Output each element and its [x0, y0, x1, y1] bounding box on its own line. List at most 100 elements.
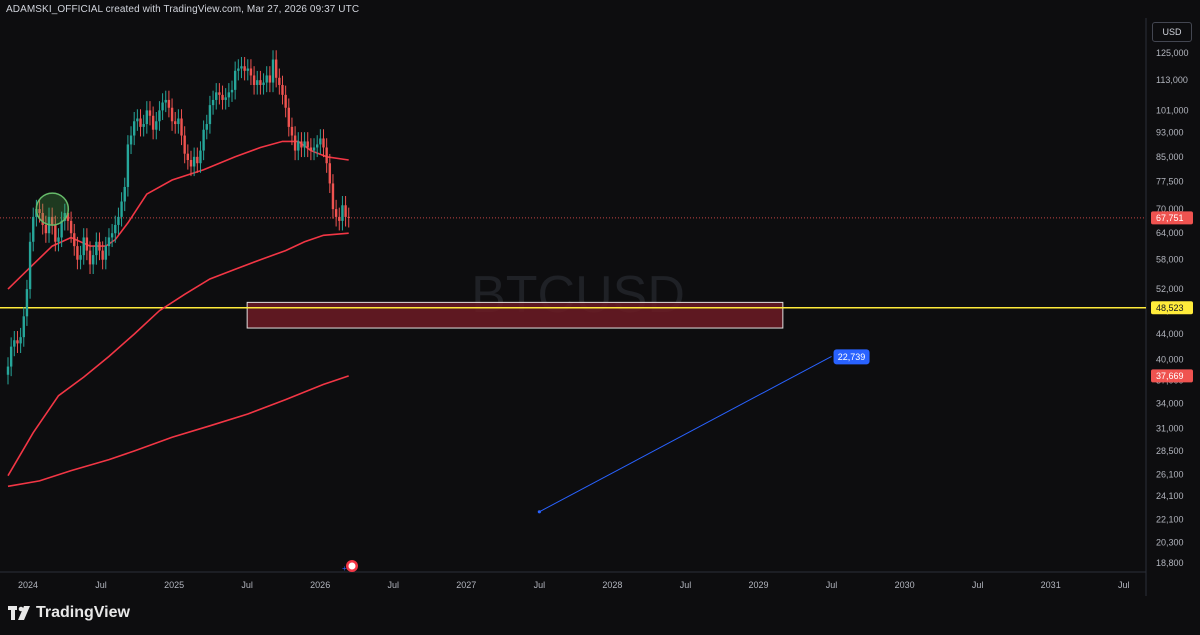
time-tick-label: 2030: [895, 580, 915, 590]
candle: [237, 68, 240, 71]
candle: [208, 105, 212, 125]
candle: [218, 92, 221, 95]
time-tick-label: 2031: [1041, 580, 1061, 590]
candle: [13, 340, 16, 347]
time-tick-label: 2026: [310, 580, 330, 590]
candle: [41, 212, 44, 225]
candle: [133, 121, 136, 136]
tradingview-logo[interactable]: TradingView: [8, 604, 130, 622]
demand-zone: [246, 301, 784, 329]
candle: [227, 92, 231, 98]
candle: [101, 250, 104, 260]
candle: [174, 121, 177, 125]
candle: [9, 346, 13, 367]
ma-long-price-badge-bg: [1151, 369, 1193, 383]
currency-selector[interactable]: USD: [1152, 22, 1192, 42]
ma-long-price-badge: 37,669: [1156, 371, 1184, 381]
time-tick-label: 2029: [748, 580, 768, 590]
candle: [73, 233, 76, 247]
projection-line: [539, 355, 832, 513]
candle: [91, 255, 95, 265]
candle: [110, 233, 114, 238]
price-tick-label: 125,000: [1156, 48, 1189, 58]
candle: [297, 141, 300, 151]
candle: [265, 75, 268, 83]
candle: [271, 59, 275, 83]
candle: [177, 118, 180, 125]
candle: [88, 250, 92, 265]
candle: [148, 110, 152, 116]
candle: [95, 241, 98, 256]
candle: [136, 118, 139, 122]
candle: [224, 97, 227, 100]
candle: [98, 241, 101, 251]
candle: [120, 201, 123, 217]
candle: [38, 209, 41, 213]
candle: [158, 110, 161, 122]
candle: [183, 135, 186, 154]
candle: [28, 241, 32, 290]
last-price-badge-bg: [1151, 211, 1193, 225]
price-tick-label: 40,000: [1156, 355, 1184, 365]
event-marker-inner: [348, 562, 356, 570]
candle: [300, 141, 303, 148]
candle: [151, 115, 155, 130]
candle: [281, 84, 284, 95]
candle: [221, 94, 224, 100]
time-tick-label: Jul: [826, 580, 838, 590]
candle: [306, 141, 309, 148]
price-tick-label: 113,000: [1156, 75, 1188, 85]
candle: [274, 59, 278, 78]
candle: [57, 237, 60, 242]
tradingview-logo-icon: [8, 606, 30, 620]
price-tick-label: 70,000: [1156, 204, 1184, 214]
time-tick-label: 2027: [456, 580, 476, 590]
time-tick-label: Jul: [241, 580, 253, 590]
price-tick-label: 20,300: [1156, 537, 1184, 547]
candle: [114, 224, 117, 234]
projection-label: 22,739: [838, 352, 866, 362]
moving-average-ma_long: [7, 375, 349, 488]
candle: [19, 337, 22, 344]
candle: [66, 212, 70, 221]
candle: [170, 107, 174, 122]
candle: [117, 216, 120, 225]
candle: [331, 183, 335, 210]
projection-start-point: [537, 510, 541, 514]
candle: [347, 216, 350, 218]
candle: [50, 216, 54, 225]
candle: [215, 92, 218, 100]
event-plus-icon: +: [342, 564, 347, 573]
time-tick-label: Jul: [1118, 580, 1130, 590]
last-price-badge: 67,751: [1156, 213, 1184, 223]
candle: [79, 255, 82, 260]
price-tick-label: 93,000: [1156, 128, 1184, 138]
candle: [243, 66, 246, 71]
candle: [230, 89, 234, 93]
candle: [293, 135, 297, 151]
candle: [303, 141, 306, 148]
time-tick-label: 2028: [602, 580, 622, 590]
candle: [186, 153, 190, 161]
price-chart[interactable]: BTCUSD22,739+18,80020,30022,10024,10026,…: [0, 0, 1200, 596]
candle: [319, 138, 322, 145]
candle: [22, 316, 25, 338]
candle: [256, 80, 259, 85]
price-tick-label: 64,000: [1156, 228, 1184, 238]
candle: [44, 224, 48, 234]
candle: [259, 80, 262, 85]
time-tick-label: Jul: [95, 580, 107, 590]
price-tick-label: 22,100: [1156, 514, 1184, 524]
candle: [129, 135, 133, 145]
support-price-badge-bg: [1151, 301, 1193, 315]
candle: [145, 110, 149, 125]
candle: [249, 68, 253, 76]
candle: [25, 289, 29, 317]
candle: [180, 118, 183, 136]
moving-average-ma_200w: [7, 232, 349, 477]
candle: [205, 124, 208, 130]
candle: [233, 70, 237, 90]
tradingview-logo-text: TradingView: [36, 604, 130, 621]
time-tick-label: Jul: [534, 580, 546, 590]
candle: [334, 209, 338, 217]
